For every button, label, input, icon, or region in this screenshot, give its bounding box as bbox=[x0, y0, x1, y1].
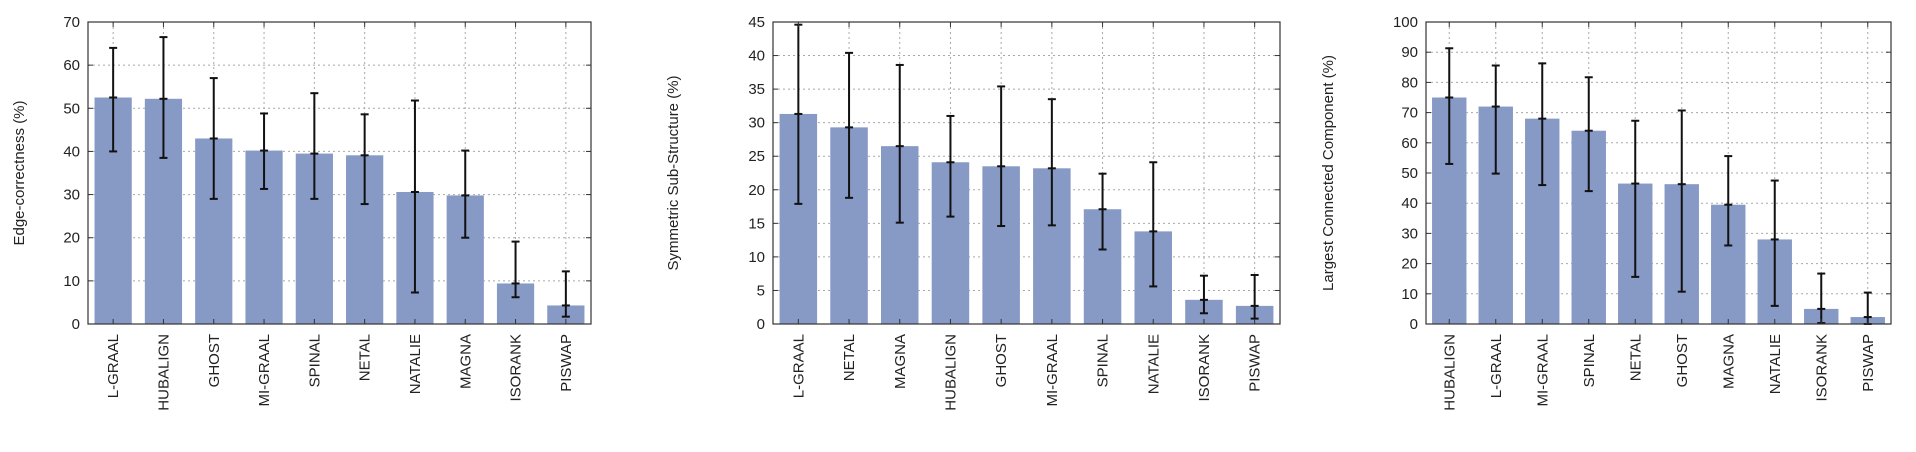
y-axis-label: Edge-correctness (%) bbox=[11, 100, 28, 245]
y-tick-label: 80 bbox=[1401, 74, 1418, 91]
x-tick-label: NATALIE bbox=[407, 334, 424, 394]
y-tick-label: 15 bbox=[748, 215, 765, 232]
x-tick-label: PISWAP bbox=[1247, 334, 1264, 392]
x-tick-label: HUBALIGN bbox=[942, 334, 959, 411]
y-tick-label: 45 bbox=[748, 14, 765, 31]
x-tick-label: SPINAL bbox=[1581, 334, 1598, 387]
y-tick-label: 10 bbox=[1401, 286, 1418, 303]
panel-symmetric-sub-structure: 0 5 10 15 20 25 30 35 40 45 L-GRAAL NETAL MAGNA HUBAL… bbox=[665, 14, 1281, 411]
x-tick-label: NETAL bbox=[841, 334, 858, 381]
x-tick-label: ISORANK bbox=[508, 334, 525, 402]
y-axis-label: Symmetric Sub-Structure (%) bbox=[665, 75, 682, 270]
x-tick-label: ISORANK bbox=[1196, 334, 1213, 402]
y-tick-label: 30 bbox=[63, 187, 80, 204]
y-tick-label: 0 bbox=[72, 316, 80, 333]
x-tick-label: HUBALIGN bbox=[1441, 334, 1458, 411]
x-tick-label: PISWAP bbox=[1860, 334, 1877, 392]
y-tick-label: 0 bbox=[1410, 316, 1418, 333]
y-tick-label: 50 bbox=[1401, 165, 1418, 182]
y-tick-label: 70 bbox=[63, 14, 80, 31]
y-tick-label: 10 bbox=[748, 249, 765, 266]
y-tick-label: 20 bbox=[63, 230, 80, 247]
x-tick-label: L-GRAAL bbox=[790, 334, 807, 398]
x-tick-label: MI-GRAAL bbox=[1044, 334, 1061, 407]
panel-edge-correctness: 0 10 20 30 40 50 60 70 L-GRAAL HUBALIGN GHOST MI-GR… bbox=[11, 14, 592, 411]
plot-frame bbox=[1425, 21, 1892, 325]
plot-frame bbox=[87, 21, 592, 325]
x-tick-label: HUBALIGN bbox=[155, 334, 172, 411]
y-tick-label: 20 bbox=[1401, 256, 1418, 273]
x-tick-label: GHOST bbox=[1674, 334, 1691, 387]
y-tick-label: 40 bbox=[1401, 195, 1418, 212]
y-tick-label: 40 bbox=[748, 48, 765, 65]
y-tick-label: 60 bbox=[63, 57, 80, 74]
y-tick-label: 90 bbox=[1401, 44, 1418, 61]
x-tick-label: MI-GRAAL bbox=[1534, 334, 1551, 407]
y-tick-label: 100 bbox=[1393, 14, 1418, 31]
y-tick-label: 10 bbox=[63, 273, 80, 290]
panel-largest-connected-component: 0 10 20 30 40 50 60 70 80 90 100 HUBALIGN L-GRAAL MI-… bbox=[1320, 14, 1892, 411]
x-tick-label: L-GRAAL bbox=[105, 334, 122, 398]
x-tick-label: L-GRAAL bbox=[1488, 334, 1505, 398]
x-tick-label: MI-GRAAL bbox=[256, 334, 273, 407]
x-tick-label: NATALIE bbox=[1767, 334, 1784, 394]
y-tick-label: 50 bbox=[63, 100, 80, 117]
y-tick-label: 25 bbox=[748, 148, 765, 165]
y-tick-label: 20 bbox=[748, 182, 765, 199]
y-tick-label: 35 bbox=[748, 81, 765, 98]
y-tick-label: 70 bbox=[1401, 105, 1418, 122]
x-tick-label: SPINAL bbox=[1095, 334, 1112, 387]
y-axis-label: Largest Connected Component (%) bbox=[1320, 55, 1337, 291]
x-tick-label: PISWAP bbox=[558, 334, 575, 392]
x-tick-label: MAGNA bbox=[892, 334, 909, 389]
x-tick-label: GHOST bbox=[993, 334, 1010, 387]
x-tick-label: ISORANK bbox=[1813, 334, 1830, 402]
x-tick-label: NETAL bbox=[357, 334, 374, 381]
y-tick-label: 5 bbox=[757, 282, 765, 299]
plot-frame bbox=[772, 21, 1281, 325]
y-tick-label: 30 bbox=[748, 115, 765, 132]
y-tick-label: 40 bbox=[63, 143, 80, 160]
y-tick-label: 0 bbox=[757, 316, 765, 333]
y-tick-label: 30 bbox=[1401, 225, 1418, 242]
x-tick-label: MAGNA bbox=[1720, 334, 1737, 389]
x-tick-label: NETAL bbox=[1627, 334, 1644, 381]
x-tick-label: SPINAL bbox=[306, 334, 323, 387]
x-tick-label: MAGNA bbox=[457, 334, 474, 389]
x-tick-label: NATALIE bbox=[1145, 334, 1162, 394]
y-tick-label: 60 bbox=[1401, 135, 1418, 152]
x-tick-label: GHOST bbox=[206, 334, 223, 387]
